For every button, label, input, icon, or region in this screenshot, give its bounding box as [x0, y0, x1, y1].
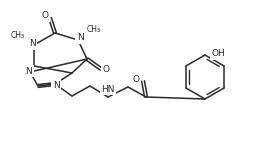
- Text: O: O: [132, 75, 139, 83]
- Text: OH: OH: [211, 49, 225, 59]
- Text: HN: HN: [101, 84, 115, 93]
- Text: O: O: [41, 11, 48, 21]
- Text: N: N: [77, 34, 83, 42]
- Text: CH₃: CH₃: [11, 31, 25, 39]
- Text: N: N: [26, 66, 32, 76]
- Text: CH₃: CH₃: [87, 25, 101, 35]
- Text: O: O: [102, 65, 109, 73]
- Text: N: N: [53, 80, 59, 90]
- Text: N: N: [29, 39, 35, 48]
